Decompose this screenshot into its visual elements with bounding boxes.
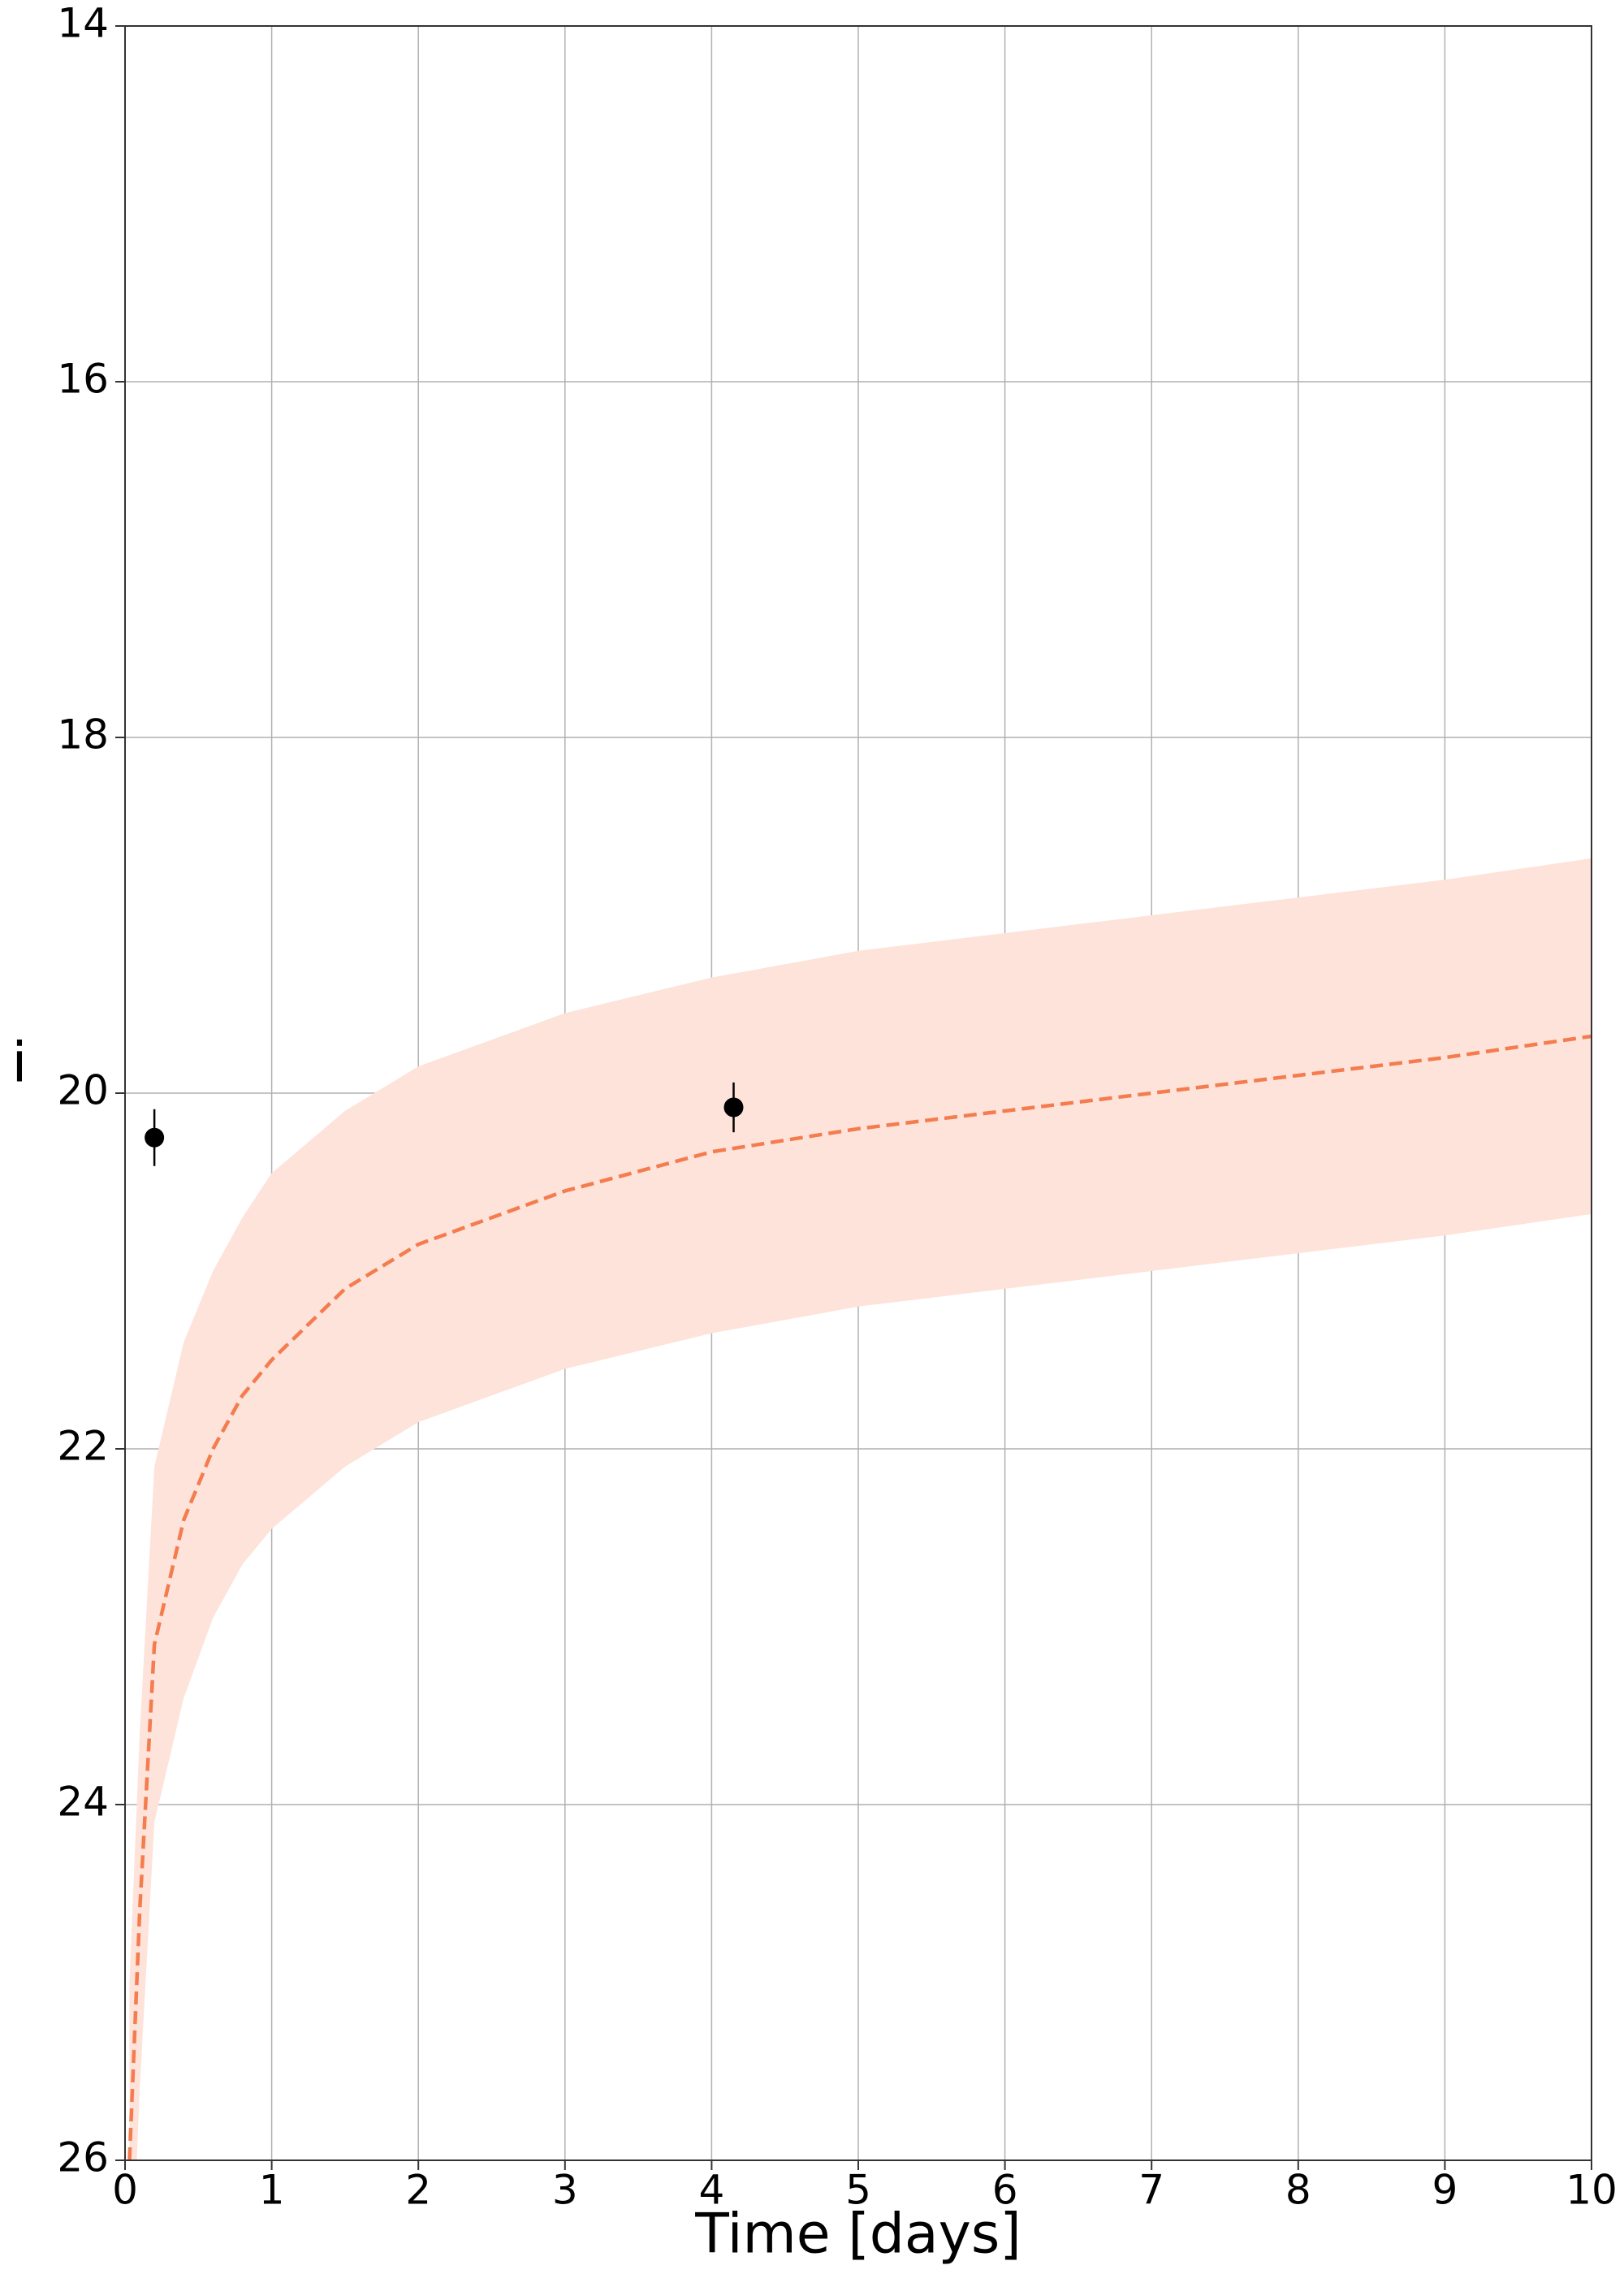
x-tick-label: 3 [552,2167,578,2214]
y-tick-label: 26 [57,2134,109,2181]
y-tick-label: 20 [57,1067,109,1114]
confidence-band [129,858,1592,2160]
x-tick-label: 9 [1432,2167,1458,2214]
y-tick-label: 22 [57,1423,109,1470]
data-point [145,1127,165,1148]
x-tick-label: 7 [1138,2167,1164,2214]
x-tick-label: 5 [845,2167,871,2214]
y-tick-label: 18 [57,711,109,759]
x-tick-label: 8 [1285,2167,1311,2214]
x-tick-label: 6 [992,2167,1018,2214]
y-tick-label: 14 [57,0,109,47]
ticks: 0 1 2 3 4 5 6 7 8 9 10 14 16 18 20 22 24 26 [57,0,1617,2214]
x-tick-label: 10 [1566,2167,1618,2214]
plot-area [127,858,1592,2160]
data-point [723,1097,744,1118]
y-tick-label: 16 [57,356,109,403]
x-tick-label: 2 [405,2167,431,2214]
x-axis-label: Time [days] [694,2203,1021,2267]
x-tick-label: 1 [259,2167,285,2214]
x-tick-label: 4 [698,2167,724,2214]
model-line [127,1034,1592,2160]
y-axis-label: i [12,1031,28,1096]
x-tick-label: 0 [112,2167,138,2214]
y-tick-label: 24 [57,1779,109,1826]
